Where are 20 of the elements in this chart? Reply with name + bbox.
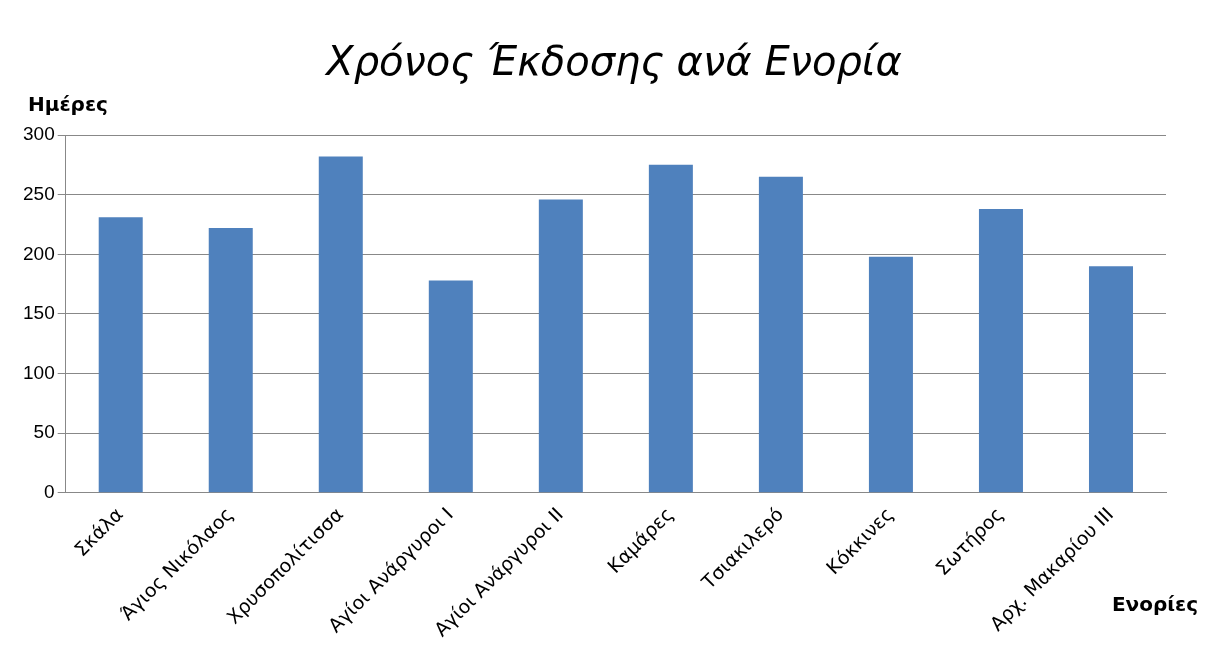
bar: [648, 164, 693, 493]
bar: [758, 176, 803, 493]
bar: [868, 256, 913, 493]
y-tick-label: 300: [23, 123, 55, 145]
y-tick-label: 200: [23, 242, 55, 264]
bar: [98, 217, 143, 493]
bar: [978, 208, 1023, 493]
x-axis-title: Ενορίες: [1111, 592, 1198, 616]
y-axis-title: Ημέρες: [28, 92, 108, 116]
bar: [538, 199, 583, 493]
y-tick-label: 50: [33, 421, 55, 443]
y-tick-label: 100: [23, 361, 55, 383]
y-tick-label: 0: [44, 481, 55, 503]
bar: [318, 156, 363, 493]
bar: [428, 280, 473, 493]
chart-title: Χρόνος Έκδοσης ανά Ενορία: [324, 38, 903, 84]
y-tick-label: 250: [23, 182, 55, 204]
bar: [1088, 266, 1133, 493]
bar: [208, 228, 253, 493]
y-tick-label: 150: [23, 302, 55, 324]
